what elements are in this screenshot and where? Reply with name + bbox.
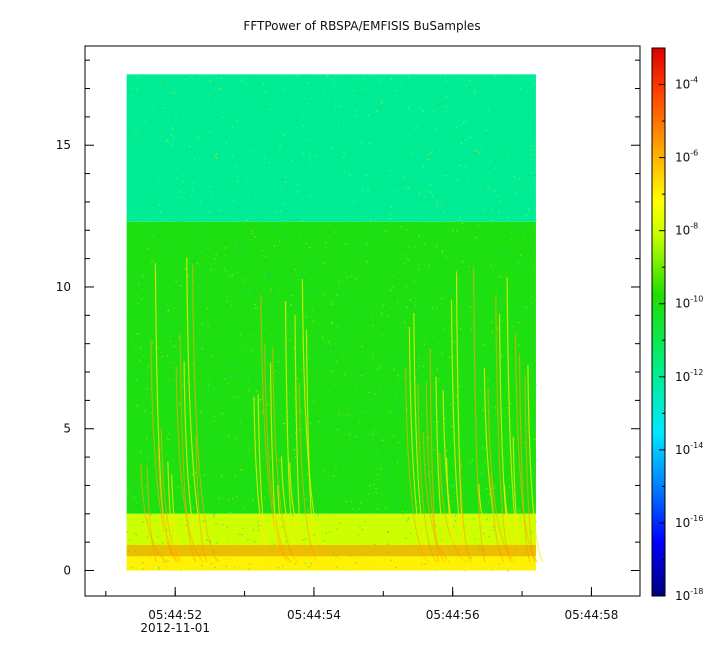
colorbar-tick-exponent: -14: [690, 441, 703, 450]
chorus-element: [171, 474, 183, 563]
chorus-element: [277, 485, 289, 563]
chorus-element: [446, 457, 459, 563]
x-tick-label: 05:44:52: [148, 608, 202, 622]
colorbar-tick-label: 10-12: [675, 368, 703, 384]
colorbar-tick-exponent: -10: [690, 295, 703, 304]
x-tick-label: 05:44:56: [426, 608, 480, 622]
chorus-element: [503, 484, 529, 563]
x-date-label: 2012-11-01: [140, 621, 210, 635]
chorus-element: [167, 461, 178, 563]
chorus-element: [459, 457, 472, 563]
chorus-element: [140, 463, 168, 563]
y-tick-label: 15: [56, 138, 71, 152]
x-tick-label: 05:44:54: [287, 608, 341, 622]
y-tick-label: 0: [63, 563, 71, 577]
y-axis: 0 5 10 15: [56, 59, 640, 577]
colorbar-tick-label: 10-16: [675, 514, 703, 530]
colorbar-tick-base: 10: [675, 297, 690, 311]
chorus-element: [527, 364, 544, 563]
chorus-element: [490, 473, 505, 563]
chorus-element: [157, 445, 180, 563]
colorbar-tick-label: 10-14: [675, 441, 703, 457]
chart-title: FFTPower of RBSPA/EMFISIS BuSamples: [243, 19, 480, 33]
colorbar-gradient: [651, 47, 666, 597]
colorbar-tick-base: 10: [675, 151, 690, 165]
colorbar-tick-base: 10: [675, 224, 690, 238]
colorbar-tick-exponent: -4: [690, 76, 698, 85]
colorbar-tick-label: 10-18: [675, 587, 703, 603]
colorbar-tick-base: 10: [675, 78, 690, 92]
colorbar-tick-base: 10: [675, 370, 690, 384]
x-tick-label: 05:44:58: [564, 608, 618, 622]
chorus-element: [478, 484, 505, 563]
colorbar-tick-label: 10-10: [675, 295, 703, 311]
noise-texture: [126, 74, 538, 572]
colorbar-tick-base: 10: [675, 589, 690, 603]
colorbar-tick-exponent: -12: [690, 368, 703, 377]
colorbar-tick-label: 10-4: [675, 76, 698, 92]
colorbar-tick-exponent: -6: [690, 149, 698, 158]
colorbar-tick-exponent: -18: [690, 587, 703, 596]
low-band-stripe: [126, 544, 536, 557]
y-tick-label: 5: [63, 422, 71, 436]
colorbar-tick-exponent: -16: [690, 514, 703, 523]
y-tick-label: 10: [56, 280, 71, 294]
plot-border: [84, 45, 641, 597]
colorbar-tick-base: 10: [675, 516, 690, 530]
chorus-element: [422, 432, 450, 563]
colorbar-tick-label: 10-6: [675, 149, 698, 165]
chorus-element: [512, 436, 524, 563]
power-region-0: [126, 74, 536, 222]
power-region-3: [126, 556, 536, 571]
spectrogram-heatmap: [126, 74, 544, 572]
chorus-element: [280, 456, 306, 563]
colorbar-tick-exponent: -8: [690, 222, 698, 231]
plot-area: [84, 45, 641, 597]
colorbar-tick-base: 10: [675, 443, 690, 457]
chorus-element: [289, 462, 316, 563]
chorus-element: [146, 465, 157, 563]
chorus-element: [195, 434, 208, 563]
colorbar-tick-label: 10-8: [675, 222, 698, 238]
